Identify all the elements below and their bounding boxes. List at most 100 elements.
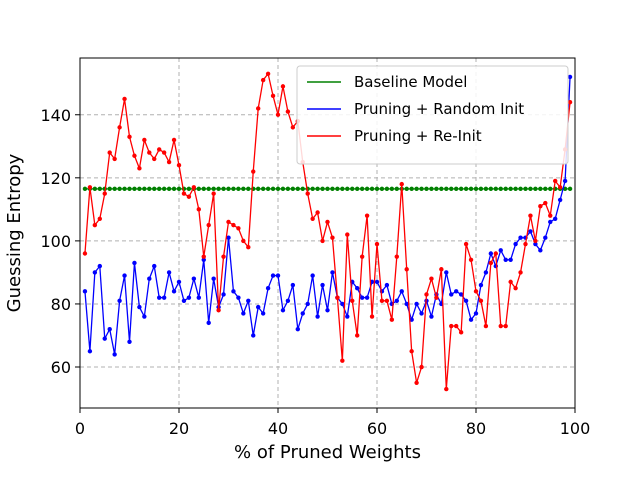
- data-point: [82, 186, 88, 192]
- data-point: [463, 298, 469, 303]
- data-point: [176, 279, 182, 285]
- data-point: [310, 186, 315, 192]
- data-point: [221, 292, 226, 297]
- data-point: [399, 289, 404, 294]
- data-point: [444, 270, 449, 275]
- data-point: [265, 186, 271, 192]
- data-point: [350, 298, 355, 303]
- data-point: [87, 185, 93, 190]
- data-point: [117, 186, 122, 192]
- data-point: [206, 222, 211, 228]
- data-point: [226, 219, 231, 225]
- data-point: [171, 137, 177, 143]
- data-point: [320, 238, 325, 244]
- data-point: [147, 276, 152, 281]
- data-point: [325, 219, 330, 225]
- data-point: [97, 186, 103, 192]
- data-point: [270, 186, 276, 192]
- data-point: [419, 186, 424, 192]
- data-point: [246, 298, 251, 303]
- y-tick-label: 60: [51, 358, 71, 377]
- data-point: [265, 71, 271, 76]
- data-point: [528, 186, 533, 192]
- data-point: [414, 380, 419, 385]
- data-point: [488, 260, 494, 266]
- data-point: [82, 289, 88, 294]
- data-point: [543, 186, 548, 192]
- data-point: [548, 186, 553, 192]
- data-point: [483, 270, 489, 275]
- data-point: [473, 311, 479, 316]
- data-point: [483, 323, 489, 329]
- data-point: [300, 186, 305, 192]
- data-point: [419, 364, 424, 370]
- data-point: [241, 186, 246, 192]
- data-point: [394, 298, 399, 303]
- data-point: [176, 163, 182, 168]
- data-point: [161, 150, 167, 155]
- data-point: [92, 186, 98, 192]
- data-point: [473, 289, 479, 294]
- x-axis-label: % of Pruned Weights: [234, 442, 421, 463]
- data-point: [142, 186, 147, 192]
- data-point: [384, 282, 390, 288]
- data-point: [553, 216, 558, 222]
- data-point: [543, 235, 548, 240]
- data-point: [454, 186, 459, 192]
- data-point: [152, 156, 157, 162]
- data-point: [216, 308, 221, 313]
- data-point: [483, 186, 489, 192]
- data-point: [424, 292, 429, 297]
- data-point: [260, 77, 266, 83]
- data-point: [548, 219, 553, 225]
- data-point: [231, 289, 236, 294]
- data-point: [107, 150, 112, 155]
- data-point: [548, 213, 553, 218]
- data-point: [161, 186, 167, 192]
- data-point: [454, 289, 459, 294]
- data-point: [488, 251, 494, 256]
- data-point: [137, 304, 142, 310]
- series-pruning-random-init: [82, 74, 573, 357]
- data-point: [132, 186, 137, 192]
- data-point: [409, 186, 414, 192]
- data-point: [562, 178, 568, 184]
- data-point: [142, 314, 147, 319]
- data-point: [236, 186, 241, 192]
- data-point: [350, 186, 355, 192]
- data-point: [285, 109, 291, 114]
- data-point: [449, 292, 454, 297]
- data-point: [102, 336, 107, 341]
- data-point: [290, 125, 296, 130]
- data-point: [122, 96, 127, 102]
- data-point: [325, 308, 330, 313]
- data-point: [567, 74, 573, 80]
- data-point: [538, 248, 543, 253]
- data-point: [468, 257, 474, 263]
- data-point: [221, 186, 226, 192]
- data-point: [513, 285, 518, 291]
- data-point: [355, 285, 360, 291]
- data-point: [221, 254, 226, 259]
- data-point: [374, 241, 380, 247]
- data-point: [166, 159, 172, 165]
- data-point: [557, 197, 563, 203]
- data-point: [330, 270, 335, 275]
- data-point: [404, 267, 409, 272]
- data-point: [241, 238, 246, 244]
- data-point: [152, 186, 157, 192]
- data-point: [424, 186, 429, 192]
- y-tick-label: 120: [40, 169, 71, 188]
- data-point: [374, 186, 380, 192]
- data-point: [290, 282, 296, 288]
- data-point: [528, 213, 533, 218]
- data-point: [117, 298, 122, 303]
- data-point: [112, 156, 117, 162]
- data-point: [280, 84, 286, 89]
- data-point: [82, 251, 88, 256]
- data-point: [513, 241, 518, 247]
- data-point: [241, 311, 246, 316]
- data-point: [409, 349, 414, 354]
- data-point: [429, 276, 434, 281]
- legend-label-baseline-model: Baseline Model: [354, 73, 467, 91]
